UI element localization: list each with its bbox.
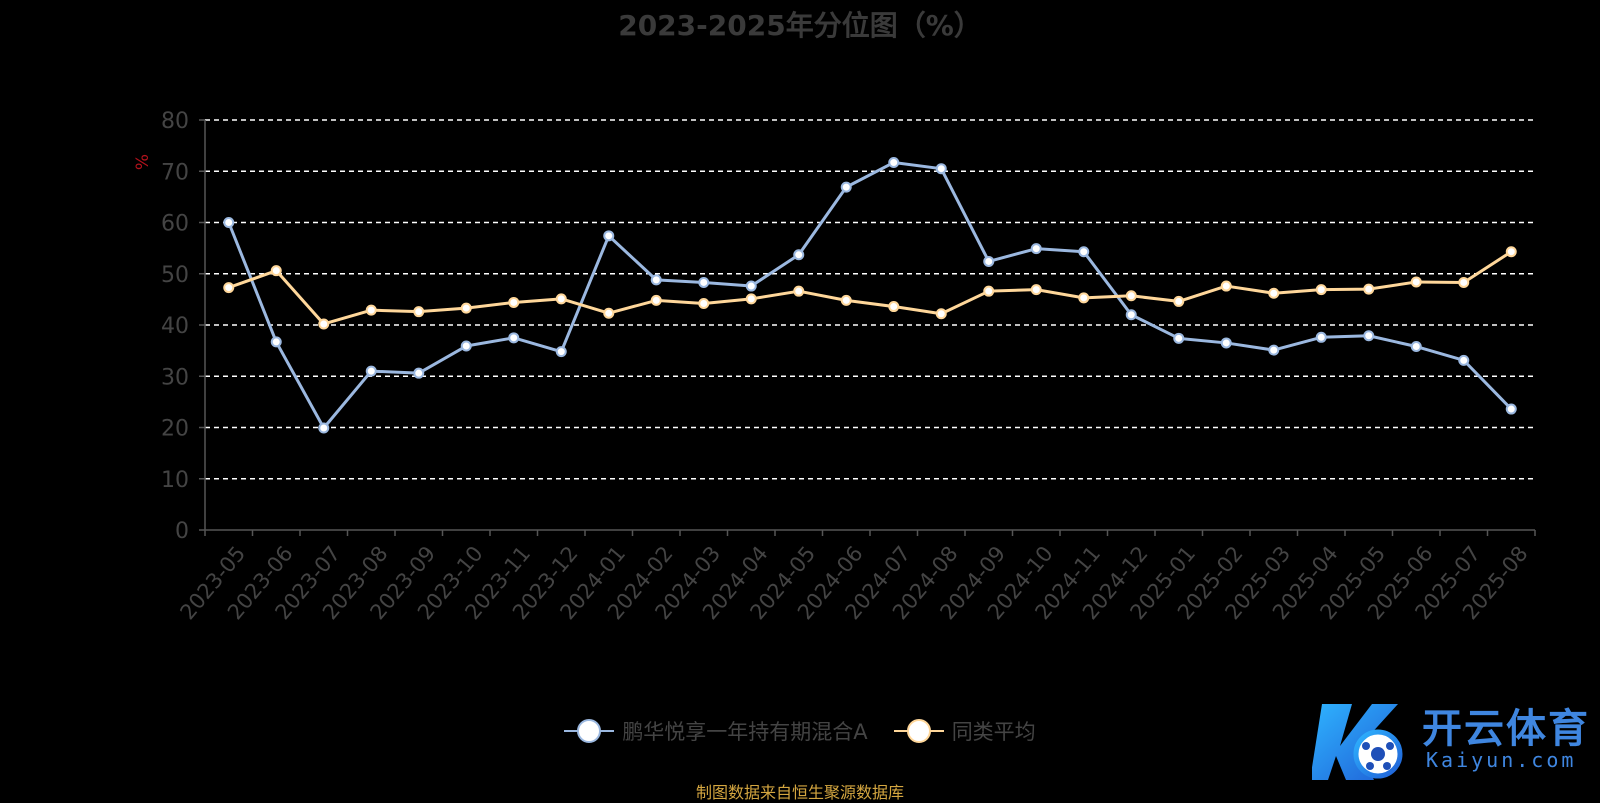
data-point-1 — [793, 285, 805, 297]
data-point-0 — [793, 249, 805, 261]
legend: 鹏华悦享一年持有期混合A 同类平均 — [0, 716, 1600, 746]
data-point-0 — [1268, 344, 1280, 356]
legend-label-average: 同类平均 — [951, 720, 1036, 744]
data-point-1 — [365, 304, 377, 316]
data-point-0 — [1078, 246, 1090, 258]
y-axis-unit-label: % — [133, 154, 153, 170]
data-point-0 — [270, 336, 282, 348]
data-point-1 — [1220, 280, 1232, 292]
data-point-0 — [318, 422, 330, 434]
data-point-1 — [318, 318, 330, 330]
data-point-0 — [650, 274, 662, 286]
brand-logo-icon — [1310, 704, 1403, 780]
data-point-1 — [1125, 290, 1137, 302]
data-point-0 — [1363, 330, 1375, 342]
legend-item-fund[interactable]: 鹏华悦享一年持有期混合A — [564, 716, 868, 746]
data-point-1 — [1458, 276, 1470, 288]
series — [223, 157, 1517, 434]
data-point-0 — [1125, 309, 1137, 321]
chart-title: 2023-2025年分位图（%） — [618, 9, 982, 42]
data-point-1 — [840, 294, 852, 306]
data-point-0 — [745, 280, 757, 292]
data-point-0 — [698, 276, 710, 288]
data-point-1 — [650, 294, 662, 306]
data-point-1 — [935, 308, 947, 320]
data-point-1 — [1173, 295, 1185, 307]
y-tick-label: 30 — [161, 365, 189, 390]
data-point-1 — [983, 285, 995, 297]
data-point-0 — [603, 230, 615, 242]
y-tick-label: 10 — [161, 468, 189, 493]
data-point-1 — [1505, 246, 1517, 258]
y-tick-label: 70 — [161, 160, 189, 185]
data-source-note: 制图数据来自恒生聚源数据库 — [695, 783, 904, 802]
y-tick-label: 20 — [161, 417, 189, 442]
brand-url: Kaiyun.com — [1426, 748, 1577, 772]
y-tick-label: 40 — [161, 314, 189, 339]
x-tick-labels: 2023-052023-062023-072023-082023-092023-… — [175, 542, 1532, 625]
data-point-1 — [508, 296, 520, 308]
data-point-1 — [270, 265, 282, 277]
data-point-1 — [698, 297, 710, 309]
y-tick-label: 60 — [161, 212, 189, 237]
data-point-0 — [935, 163, 947, 175]
y-tick-label: 50 — [161, 263, 189, 288]
data-point-1 — [888, 301, 900, 313]
data-point-0 — [460, 340, 472, 352]
y-tick-label: 0 — [175, 519, 189, 544]
series-line-1 — [228, 250, 1513, 326]
data-point-1 — [1078, 292, 1090, 304]
data-point-1 — [1363, 283, 1375, 295]
data-point-0 — [413, 367, 425, 379]
data-point-0 — [1505, 403, 1517, 415]
y-tick-label: 80 — [161, 109, 189, 134]
data-point-1 — [1030, 284, 1042, 296]
data-point-0 — [1173, 332, 1185, 344]
data-point-0 — [1410, 341, 1422, 353]
data-point-1 — [555, 293, 567, 305]
data-point-1 — [1410, 276, 1422, 288]
data-point-1 — [413, 306, 425, 318]
data-point-0 — [1220, 337, 1232, 349]
data-point-0 — [840, 181, 852, 193]
legend-label-fund: 鹏华悦享一年持有期混合A — [622, 720, 868, 744]
brand-name: 开云体育 — [1422, 706, 1590, 752]
legend-swatch-average — [893, 719, 944, 743]
data-point-0 — [888, 157, 900, 169]
data-point-1 — [1268, 287, 1280, 299]
data-point-0 — [1030, 243, 1042, 255]
data-point-0 — [1315, 331, 1327, 343]
series-line-0 — [227, 161, 1513, 430]
data-point-0 — [365, 365, 377, 377]
data-point-1 — [603, 307, 615, 319]
data-point-0 — [508, 332, 520, 344]
data-point-0 — [555, 346, 567, 358]
data-point-1 — [745, 293, 757, 305]
data-point-0 — [223, 217, 235, 228]
y-tick-labels: 0 10 20 30 40 50 60 70 80 — [161, 109, 189, 544]
axes — [199, 119, 1536, 536]
data-point-0 — [1458, 354, 1470, 366]
brand-watermark: 开云体育 Kaiyun.com — [1310, 696, 1592, 786]
legend-swatch-fund — [564, 719, 615, 743]
data-point-1 — [460, 302, 472, 314]
data-point-0 — [983, 255, 995, 267]
data-point-1 — [223, 282, 235, 294]
legend-item-average[interactable]: 同类平均 — [893, 716, 1036, 746]
data-point-1 — [1315, 284, 1327, 296]
grid-lines — [205, 119, 1535, 480]
